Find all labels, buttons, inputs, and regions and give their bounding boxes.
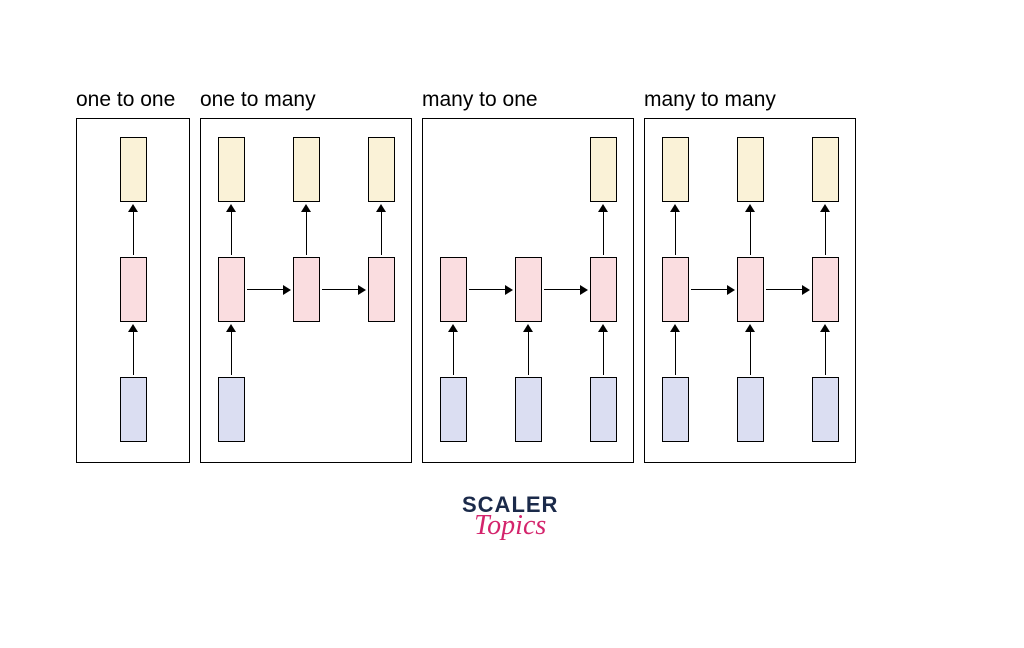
panel-title-one-to-one: one to one bbox=[76, 88, 175, 112]
arrow-hh-1-line bbox=[544, 289, 580, 290]
output-node bbox=[590, 137, 617, 202]
arrow-h2o-1-head bbox=[301, 204, 311, 212]
arrow-h2o-1-line bbox=[750, 212, 751, 255]
arrow-h2o-0-line bbox=[231, 212, 232, 255]
panel-title-one-to-many: one to many bbox=[200, 88, 316, 112]
hidden-node bbox=[737, 257, 764, 322]
arrow-i2h-1-line bbox=[528, 332, 529, 375]
hidden-node bbox=[590, 257, 617, 322]
output-node bbox=[812, 137, 839, 202]
arrow-h2o-0-line bbox=[675, 212, 676, 255]
input-node bbox=[662, 377, 689, 442]
arrow-i2h-2-head bbox=[598, 324, 608, 332]
arrow-h2o-2-line bbox=[381, 212, 382, 255]
arrow-h2o-0-head bbox=[128, 204, 138, 212]
output-node bbox=[120, 137, 147, 202]
arrow-hh-0-line bbox=[469, 289, 505, 290]
arrow-h2o-2-line bbox=[825, 212, 826, 255]
arrow-i2h-2-line bbox=[825, 332, 826, 375]
arrow-hh-0-line bbox=[691, 289, 727, 290]
input-node bbox=[440, 377, 467, 442]
arrow-hh-0-head bbox=[505, 285, 513, 295]
input-node bbox=[812, 377, 839, 442]
output-node bbox=[737, 137, 764, 202]
input-node bbox=[218, 377, 245, 442]
panel-title-many-to-one: many to one bbox=[422, 88, 538, 112]
panel-title-many-to-many: many to many bbox=[644, 88, 776, 112]
panel-many-to-one bbox=[422, 118, 634, 463]
input-node bbox=[120, 377, 147, 442]
hidden-node bbox=[812, 257, 839, 322]
arrow-h2o-0-head bbox=[226, 204, 236, 212]
panel-one-to-one bbox=[76, 118, 190, 463]
input-node bbox=[737, 377, 764, 442]
arrow-i2h-1-head bbox=[523, 324, 533, 332]
hidden-node bbox=[120, 257, 147, 322]
arrow-hh-1-head bbox=[802, 285, 810, 295]
arrow-i2h-1-line bbox=[750, 332, 751, 375]
arrow-hh-1-head bbox=[580, 285, 588, 295]
output-node bbox=[218, 137, 245, 202]
hidden-node bbox=[368, 257, 395, 322]
input-node bbox=[515, 377, 542, 442]
hidden-node bbox=[293, 257, 320, 322]
panel-many-to-many bbox=[644, 118, 856, 463]
arrow-hh-0-line bbox=[247, 289, 283, 290]
hidden-node bbox=[662, 257, 689, 322]
arrow-i2h-0-line bbox=[453, 332, 454, 375]
logo-line2: Topics bbox=[462, 510, 558, 542]
arrow-i2h-0-head bbox=[670, 324, 680, 332]
arrow-h2o-0-head bbox=[670, 204, 680, 212]
arrow-hh-0-head bbox=[727, 285, 735, 295]
arrow-hh-1-head bbox=[358, 285, 366, 295]
arrow-i2h-1-head bbox=[745, 324, 755, 332]
arrow-hh-1-line bbox=[766, 289, 802, 290]
arrow-h2o-2-line bbox=[603, 212, 604, 255]
arrow-i2h-0-line bbox=[231, 332, 232, 375]
panel-one-to-many bbox=[200, 118, 412, 463]
arrow-h2o-2-head bbox=[376, 204, 386, 212]
arrow-h2o-0-line bbox=[133, 212, 134, 255]
input-node bbox=[590, 377, 617, 442]
arrow-i2h-2-line bbox=[603, 332, 604, 375]
output-node bbox=[368, 137, 395, 202]
scaler-topics-logo: SCALERTopics bbox=[462, 492, 558, 542]
output-node bbox=[293, 137, 320, 202]
arrow-h2o-2-head bbox=[598, 204, 608, 212]
hidden-node bbox=[440, 257, 467, 322]
arrow-h2o-2-head bbox=[820, 204, 830, 212]
arrow-hh-1-line bbox=[322, 289, 358, 290]
arrow-h2o-1-line bbox=[306, 212, 307, 255]
arrow-i2h-0-head bbox=[448, 324, 458, 332]
arrow-i2h-0-line bbox=[675, 332, 676, 375]
arrow-hh-0-head bbox=[283, 285, 291, 295]
arrow-h2o-1-head bbox=[745, 204, 755, 212]
hidden-node bbox=[218, 257, 245, 322]
hidden-node bbox=[515, 257, 542, 322]
arrow-i2h-0-line bbox=[133, 332, 134, 375]
arrow-i2h-2-head bbox=[820, 324, 830, 332]
arrow-i2h-0-head bbox=[128, 324, 138, 332]
output-node bbox=[662, 137, 689, 202]
arrow-i2h-0-head bbox=[226, 324, 236, 332]
